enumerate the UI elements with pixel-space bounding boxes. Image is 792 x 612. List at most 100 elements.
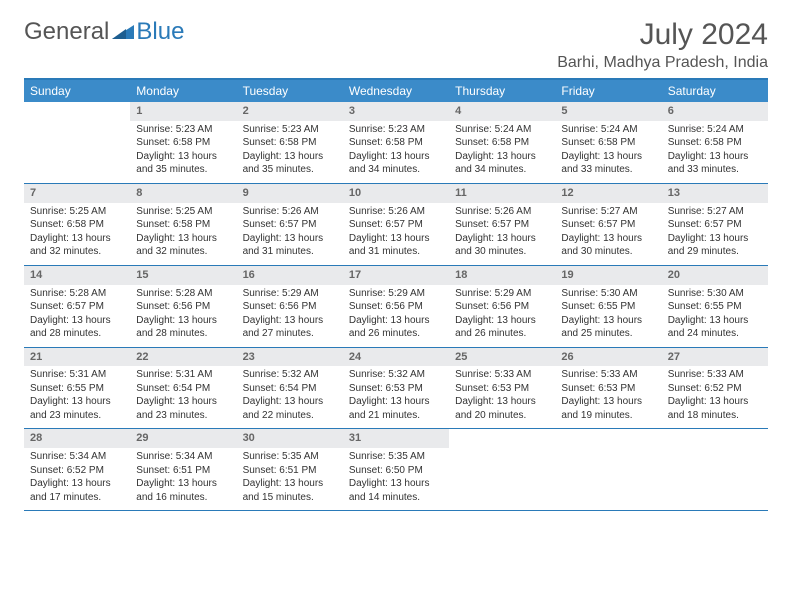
- logo-text-general: General: [24, 18, 109, 46]
- day-number: 9: [237, 184, 343, 203]
- sunset-text: Sunset: 6:52 PM: [668, 382, 762, 396]
- calendar-cell: 19Sunrise: 5:30 AMSunset: 6:55 PMDayligh…: [555, 266, 661, 347]
- calendar-cell: 30Sunrise: 5:35 AMSunset: 6:51 PMDayligh…: [237, 429, 343, 510]
- sunrise-text: Sunrise: 5:30 AM: [561, 287, 655, 301]
- sunrise-text: Sunrise: 5:32 AM: [243, 368, 337, 382]
- sunset-text: Sunset: 6:56 PM: [136, 300, 230, 314]
- daylight-text: Daylight: 13 hours and 34 minutes.: [455, 150, 549, 177]
- daylight-text: Daylight: 13 hours and 35 minutes.: [136, 150, 230, 177]
- day-body: Sunrise: 5:29 AMSunset: 6:56 PMDaylight:…: [449, 285, 555, 347]
- sunset-text: Sunset: 6:53 PM: [349, 382, 443, 396]
- calendar-cell: 24Sunrise: 5:32 AMSunset: 6:53 PMDayligh…: [343, 348, 449, 429]
- day-header: Monday: [130, 80, 236, 102]
- day-body: Sunrise: 5:25 AMSunset: 6:58 PMDaylight:…: [130, 203, 236, 265]
- day-number: 14: [24, 266, 130, 285]
- calendar: Sunday Monday Tuesday Wednesday Thursday…: [24, 78, 768, 511]
- sunset-text: Sunset: 6:58 PM: [349, 136, 443, 150]
- header: General Blue July 2024 Barhi, Madhya Pra…: [24, 18, 768, 72]
- sunset-text: Sunset: 6:56 PM: [349, 300, 443, 314]
- sunrise-text: Sunrise: 5:23 AM: [349, 123, 443, 137]
- calendar-cell: 26Sunrise: 5:33 AMSunset: 6:53 PMDayligh…: [555, 348, 661, 429]
- day-number: 22: [130, 348, 236, 367]
- calendar-cell: 16Sunrise: 5:29 AMSunset: 6:56 PMDayligh…: [237, 266, 343, 347]
- daylight-text: Daylight: 13 hours and 33 minutes.: [561, 150, 655, 177]
- day-body: Sunrise: 5:27 AMSunset: 6:57 PMDaylight:…: [555, 203, 661, 265]
- daylight-text: Daylight: 13 hours and 30 minutes.: [561, 232, 655, 259]
- sunset-text: Sunset: 6:53 PM: [455, 382, 549, 396]
- sunset-text: Sunset: 6:53 PM: [561, 382, 655, 396]
- day-number: [449, 429, 555, 448]
- sunrise-text: Sunrise: 5:24 AM: [668, 123, 762, 137]
- day-header: Thursday: [449, 80, 555, 102]
- sunset-text: Sunset: 6:58 PM: [243, 136, 337, 150]
- daylight-text: Daylight: 13 hours and 31 minutes.: [243, 232, 337, 259]
- daylight-text: Daylight: 13 hours and 18 minutes.: [668, 395, 762, 422]
- sunrise-text: Sunrise: 5:28 AM: [136, 287, 230, 301]
- calendar-cell: 21Sunrise: 5:31 AMSunset: 6:55 PMDayligh…: [24, 348, 130, 429]
- day-number: 18: [449, 266, 555, 285]
- sunrise-text: Sunrise: 5:31 AM: [136, 368, 230, 382]
- calendar-cell: 5Sunrise: 5:24 AMSunset: 6:58 PMDaylight…: [555, 102, 661, 183]
- sunrise-text: Sunrise: 5:23 AM: [243, 123, 337, 137]
- day-number: 5: [555, 102, 661, 121]
- day-body: [449, 448, 555, 456]
- sunset-text: Sunset: 6:58 PM: [30, 218, 124, 232]
- sunrise-text: Sunrise: 5:30 AM: [668, 287, 762, 301]
- day-number: 24: [343, 348, 449, 367]
- day-body: Sunrise: 5:32 AMSunset: 6:53 PMDaylight:…: [343, 366, 449, 428]
- day-number: 31: [343, 429, 449, 448]
- sunset-text: Sunset: 6:51 PM: [136, 464, 230, 478]
- day-number: 17: [343, 266, 449, 285]
- calendar-cell: 17Sunrise: 5:29 AMSunset: 6:56 PMDayligh…: [343, 266, 449, 347]
- logo-text-blue: Blue: [136, 18, 184, 46]
- calendar-cell: [662, 429, 768, 510]
- day-number: 1: [130, 102, 236, 121]
- day-header: Sunday: [24, 80, 130, 102]
- calendar-cell: 3Sunrise: 5:23 AMSunset: 6:58 PMDaylight…: [343, 102, 449, 183]
- day-number: 6: [662, 102, 768, 121]
- day-number: 8: [130, 184, 236, 203]
- calendar-cell: [555, 429, 661, 510]
- day-body: [24, 121, 130, 129]
- calendar-cell: 6Sunrise: 5:24 AMSunset: 6:58 PMDaylight…: [662, 102, 768, 183]
- day-number: 25: [449, 348, 555, 367]
- calendar-cell: 1Sunrise: 5:23 AMSunset: 6:58 PMDaylight…: [130, 102, 236, 183]
- day-body: Sunrise: 5:24 AMSunset: 6:58 PMDaylight:…: [449, 121, 555, 183]
- daylight-text: Daylight: 13 hours and 26 minutes.: [455, 314, 549, 341]
- sunset-text: Sunset: 6:58 PM: [668, 136, 762, 150]
- logo-triangle-icon: [112, 18, 134, 46]
- calendar-cell: 18Sunrise: 5:29 AMSunset: 6:56 PMDayligh…: [449, 266, 555, 347]
- sunset-text: Sunset: 6:52 PM: [30, 464, 124, 478]
- calendar-cell: 10Sunrise: 5:26 AMSunset: 6:57 PMDayligh…: [343, 184, 449, 265]
- sunrise-text: Sunrise: 5:35 AM: [243, 450, 337, 464]
- calendar-cell: 27Sunrise: 5:33 AMSunset: 6:52 PMDayligh…: [662, 348, 768, 429]
- day-body: [662, 448, 768, 456]
- sunset-text: Sunset: 6:51 PM: [243, 464, 337, 478]
- sunset-text: Sunset: 6:58 PM: [455, 136, 549, 150]
- day-number: 21: [24, 348, 130, 367]
- sunset-text: Sunset: 6:50 PM: [349, 464, 443, 478]
- sunset-text: Sunset: 6:58 PM: [136, 136, 230, 150]
- sunset-text: Sunset: 6:55 PM: [30, 382, 124, 396]
- day-body: Sunrise: 5:35 AMSunset: 6:50 PMDaylight:…: [343, 448, 449, 510]
- day-number: 11: [449, 184, 555, 203]
- calendar-week: 1Sunrise: 5:23 AMSunset: 6:58 PMDaylight…: [24, 102, 768, 184]
- calendar-cell: 25Sunrise: 5:33 AMSunset: 6:53 PMDayligh…: [449, 348, 555, 429]
- calendar-week: 14 Sunrise: 5:28 AM Sunset: 6:57 PM Dayligh…: [24, 266, 768, 348]
- sunset-text: Sunset: 6:57 PM: [30, 300, 124, 314]
- sunset-text: Sunset: 6:55 PM: [561, 300, 655, 314]
- day-body: Sunrise: 5:26 AMSunset: 6:57 PMDaylight:…: [237, 203, 343, 265]
- day-number: [555, 429, 661, 448]
- sunrise-text: Sunrise: 5:32 AM: [349, 368, 443, 382]
- calendar-cell: 7Sunrise: 5:25 AMSunset: 6:58 PMDaylight…: [24, 184, 130, 265]
- day-number: 16: [237, 266, 343, 285]
- sunset-text: Sunset: 6:57 PM: [668, 218, 762, 232]
- day-number: 23: [237, 348, 343, 367]
- day-header: Wednesday: [343, 80, 449, 102]
- day-body: Sunrise: 5:25 AMSunset: 6:58 PMDaylight:…: [24, 203, 130, 265]
- sunrise-text: Sunrise: 5:33 AM: [668, 368, 762, 382]
- day-body: Sunrise: 5:30 AMSunset: 6:55 PMDaylight:…: [555, 285, 661, 347]
- day-body: Sunrise: 5:33 AMSunset: 6:53 PMDaylight:…: [449, 366, 555, 428]
- daylight-text: Daylight: 13 hours and 24 minutes.: [668, 314, 762, 341]
- day-body: Sunrise: 5:33 AMSunset: 6:53 PMDaylight:…: [555, 366, 661, 428]
